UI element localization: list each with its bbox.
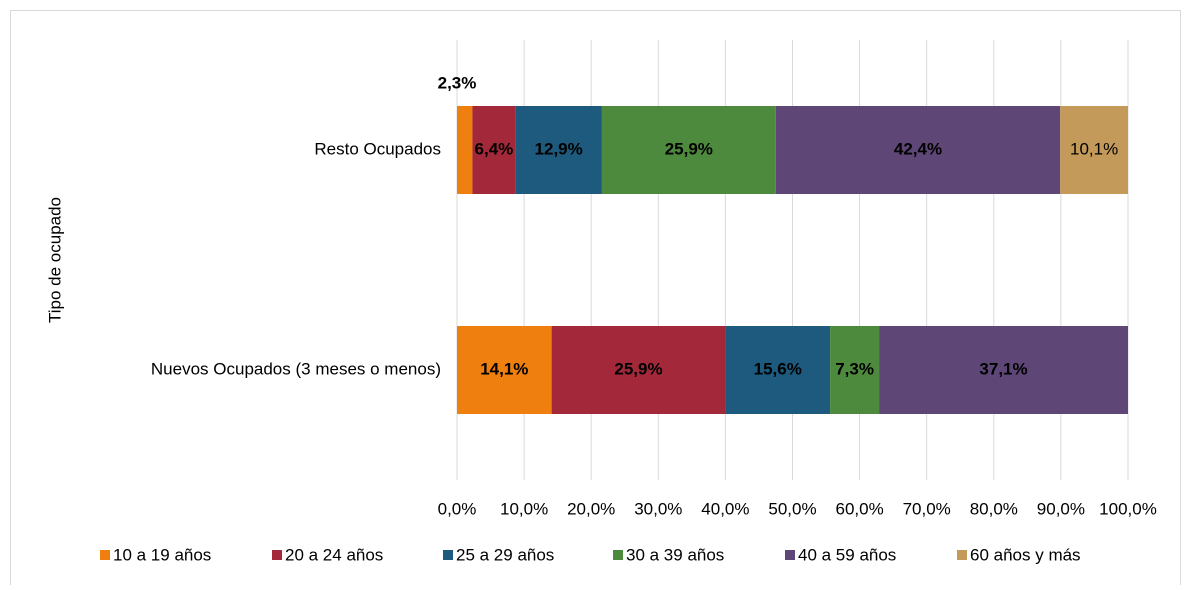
legend-swatch <box>100 550 110 560</box>
legend-label: 10 a 19 años <box>113 545 211 564</box>
y-axis-label: Tipo de ocupado <box>45 197 64 323</box>
x-tick-label: 80,0% <box>970 499 1018 518</box>
data-label: 12,9% <box>535 139 583 158</box>
legend-label: 25 a 29 años <box>456 545 554 564</box>
data-label: 25,9% <box>614 359 662 378</box>
legend-swatch <box>957 550 967 560</box>
bar-segment <box>830 326 880 414</box>
x-tick-label: 70,0% <box>903 499 951 518</box>
legend-label: 30 a 39 años <box>626 545 724 564</box>
data-label: 42,4% <box>894 139 942 158</box>
bar-segment <box>457 106 473 194</box>
bar-segment <box>551 326 726 414</box>
bar-segment <box>1060 106 1128 194</box>
x-tick-label: 30,0% <box>634 499 682 518</box>
data-label: 14,1% <box>480 359 528 378</box>
legend-swatch <box>613 550 623 560</box>
x-tick-label: 40,0% <box>701 499 749 518</box>
bar-segment <box>601 106 776 194</box>
x-tick-label: 90,0% <box>1037 499 1085 518</box>
bar-segment <box>725 326 831 414</box>
x-tick-label: 20,0% <box>567 499 615 518</box>
x-tick-label: 60,0% <box>835 499 883 518</box>
legend-label: 40 a 59 años <box>798 545 896 564</box>
bar-segment <box>515 106 602 194</box>
data-label: 6,4% <box>475 139 514 158</box>
data-label: 37,1% <box>979 359 1027 378</box>
y-tick-label: Resto Ocupados <box>314 139 441 158</box>
data-label: 2,3% <box>438 73 477 92</box>
x-tick-label: 0,0% <box>438 499 477 518</box>
legend-label: 60 años y más <box>970 545 1081 564</box>
bar-segment <box>775 106 1061 194</box>
legend-swatch <box>443 550 453 560</box>
legend-swatch <box>272 550 282 560</box>
x-tick-label: 100,0% <box>1099 499 1157 518</box>
data-label: 15,6% <box>754 359 802 378</box>
chart-frame <box>10 10 1181 590</box>
data-label: 7,3% <box>835 359 874 378</box>
bar-segment <box>472 106 516 194</box>
y-tick-label: Nuevos Ocupados (3 meses o menos) <box>151 359 441 378</box>
data-label: 10,1% <box>1070 139 1118 158</box>
legend-swatch <box>785 550 795 560</box>
bar-segment <box>457 326 552 414</box>
x-tick-label: 10,0% <box>500 499 548 518</box>
x-tick-label: 50,0% <box>768 499 816 518</box>
data-label: 25,9% <box>665 139 713 158</box>
bar-segment <box>879 326 1128 414</box>
legend-label: 20 a 24 años <box>285 545 383 564</box>
